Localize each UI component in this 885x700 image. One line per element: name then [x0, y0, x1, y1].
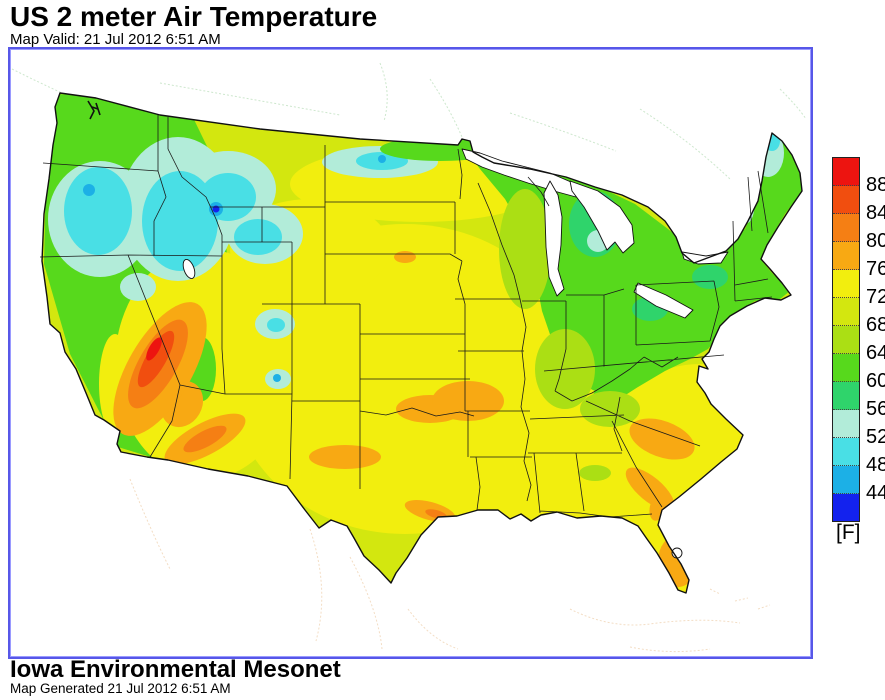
mexico-caribbean-outlines — [129, 478, 771, 653]
great-salt-lake — [182, 258, 196, 280]
colorbar-segment — [833, 354, 859, 382]
map-valid-timestamp: Map Valid: 21 Jul 2012 6:51 AM — [10, 31, 221, 48]
colorbar-tick-label: 72 — [866, 286, 885, 308]
puget-sound-detail — [87, 100, 101, 120]
colorbar-segment — [833, 158, 859, 186]
colorbar-segment — [833, 186, 859, 214]
colorbar-segment — [833, 326, 859, 354]
lake-erie — [633, 282, 694, 319]
temp-band-64-68-transitions — [499, 189, 640, 481]
map-generated-timestamp: Map Generated 21 Jul 2012 6:51 AM — [10, 681, 231, 696]
colorbar-segment — [833, 214, 859, 242]
great-lakes — [182, 148, 729, 559]
temp-band-84-88 — [137, 330, 175, 388]
colorbar-segment — [833, 242, 859, 270]
temp-band-below-44-spot — [212, 205, 220, 213]
footer: Iowa Environmental Mesonet Map Generated… — [10, 657, 341, 696]
colorbar-tick-label: 76 — [866, 258, 885, 280]
colorbar-tick-label: 60 — [866, 370, 885, 392]
colorbar-segment — [833, 494, 859, 521]
colorbar-tick-label: 52 — [866, 426, 885, 448]
map-frame — [8, 47, 813, 659]
colorbar-tick-label: 64 — [866, 342, 885, 364]
us-temperature-map — [11, 62, 807, 653]
colorbar-segment — [833, 410, 859, 438]
colorbar-segment — [833, 298, 859, 326]
colorbar-tick-label: 84 — [866, 202, 885, 224]
lake-michigan — [543, 180, 565, 297]
colorbar-segment — [833, 382, 859, 410]
colorbar-tick-label: 80 — [866, 230, 885, 252]
lake-huron — [569, 180, 635, 254]
header: US 2 meter Air Temperature Map Valid: 21… — [10, 2, 377, 48]
colorbar-segment — [833, 466, 859, 494]
page-title: US 2 meter Air Temperature — [10, 1, 378, 32]
colorbar-tick-label: 68 — [866, 314, 885, 336]
colorbar-swatches — [832, 157, 860, 522]
colorbar-tick-label: 44 — [866, 482, 885, 504]
temperature-contour-bands — [42, 93, 802, 593]
colorbar-tick-label: 48 — [866, 454, 885, 476]
colorbar-tick-label: 56 — [866, 398, 885, 420]
colorbar-segment — [833, 438, 859, 466]
us-outline — [41, 92, 803, 594]
credit-text: Iowa Environmental Mesonet — [10, 656, 341, 683]
colorbar-tick-label: 88 — [866, 174, 885, 196]
canada-coast-outlines — [11, 62, 807, 180]
colorbar-unit-label: [F] — [836, 521, 861, 544]
state-borders — [39, 115, 773, 518]
colorbar-segment — [833, 270, 859, 298]
temp-band-above-88 — [146, 337, 162, 361]
